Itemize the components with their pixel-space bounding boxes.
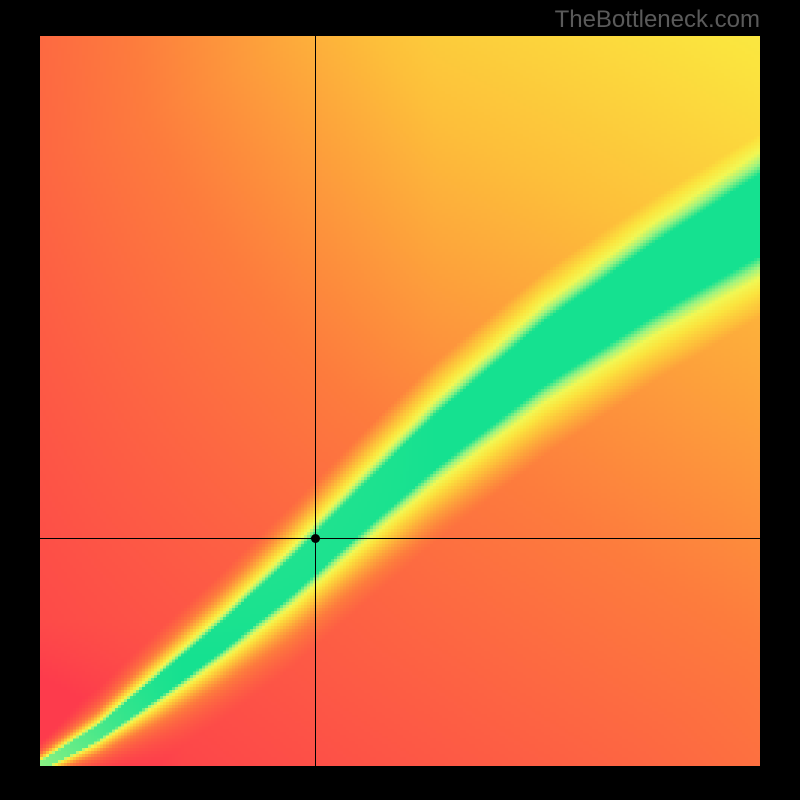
plot-area <box>40 36 760 766</box>
crosshair-vertical <box>315 36 316 766</box>
heatmap-canvas <box>40 36 760 766</box>
crosshair-horizontal <box>40 538 760 539</box>
watermark-text: TheBottleneck.com <box>555 6 760 34</box>
chart-container: { "chart": { "type": "heatmap", "width_p… <box>0 0 800 800</box>
crosshair-marker <box>311 534 320 543</box>
